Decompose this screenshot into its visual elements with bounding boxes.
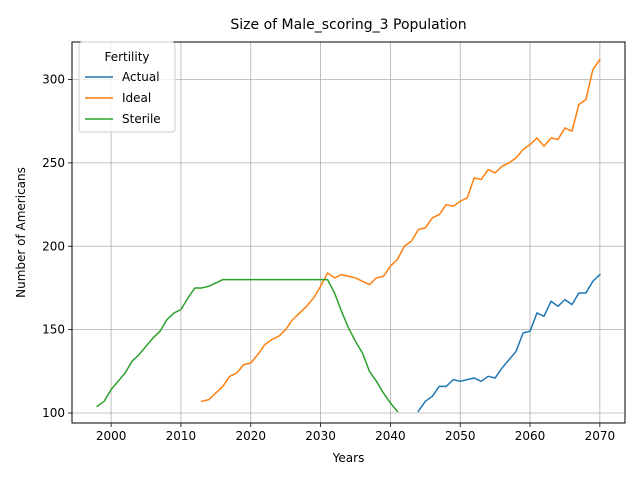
legend-title: Fertility: [104, 50, 149, 64]
legend-label-actual: Actual: [122, 70, 160, 84]
y-tick-label: 300: [42, 73, 65, 87]
y-tick-label: 200: [42, 239, 65, 253]
x-tick-label: 2040: [375, 429, 406, 443]
legend: Fertility Actual Ideal Sterile: [78, 41, 176, 133]
x-tick-label: 2070: [585, 429, 616, 443]
chart-title: Size of Male_scoring_3 Population: [230, 17, 466, 33]
series-lines: [96, 58, 601, 413]
legend-box: [78, 41, 176, 133]
y-axis-ticks: 100 150 200 250 300: [42, 73, 72, 420]
x-tick-label: 2050: [445, 429, 476, 443]
series-line-actual: [417, 273, 601, 413]
x-tick-label: 2030: [305, 429, 336, 443]
y-tick-label: 100: [42, 406, 65, 420]
plot-frame: [71, 41, 626, 424]
series-line-sterile: [96, 278, 399, 413]
grid-lines: [72, 42, 625, 423]
y-tick-label: 250: [42, 156, 65, 170]
y-axis-label: Number of Americans: [14, 167, 28, 298]
x-tick-label: 2020: [235, 429, 266, 443]
x-tick-label: 2010: [166, 429, 197, 443]
x-tick-label: 2000: [96, 429, 127, 443]
x-axis-label: Years: [332, 451, 365, 465]
y-tick-label: 150: [42, 323, 65, 337]
x-tick-label: 2060: [515, 429, 546, 443]
legend-label-ideal: Ideal: [122, 91, 151, 105]
series-line-ideal: [200, 58, 601, 403]
legend-label-sterile: Sterile: [122, 112, 161, 126]
x-axis-ticks: 2000 2010 2020 2030 2040 2050 2060 2070: [96, 423, 615, 443]
